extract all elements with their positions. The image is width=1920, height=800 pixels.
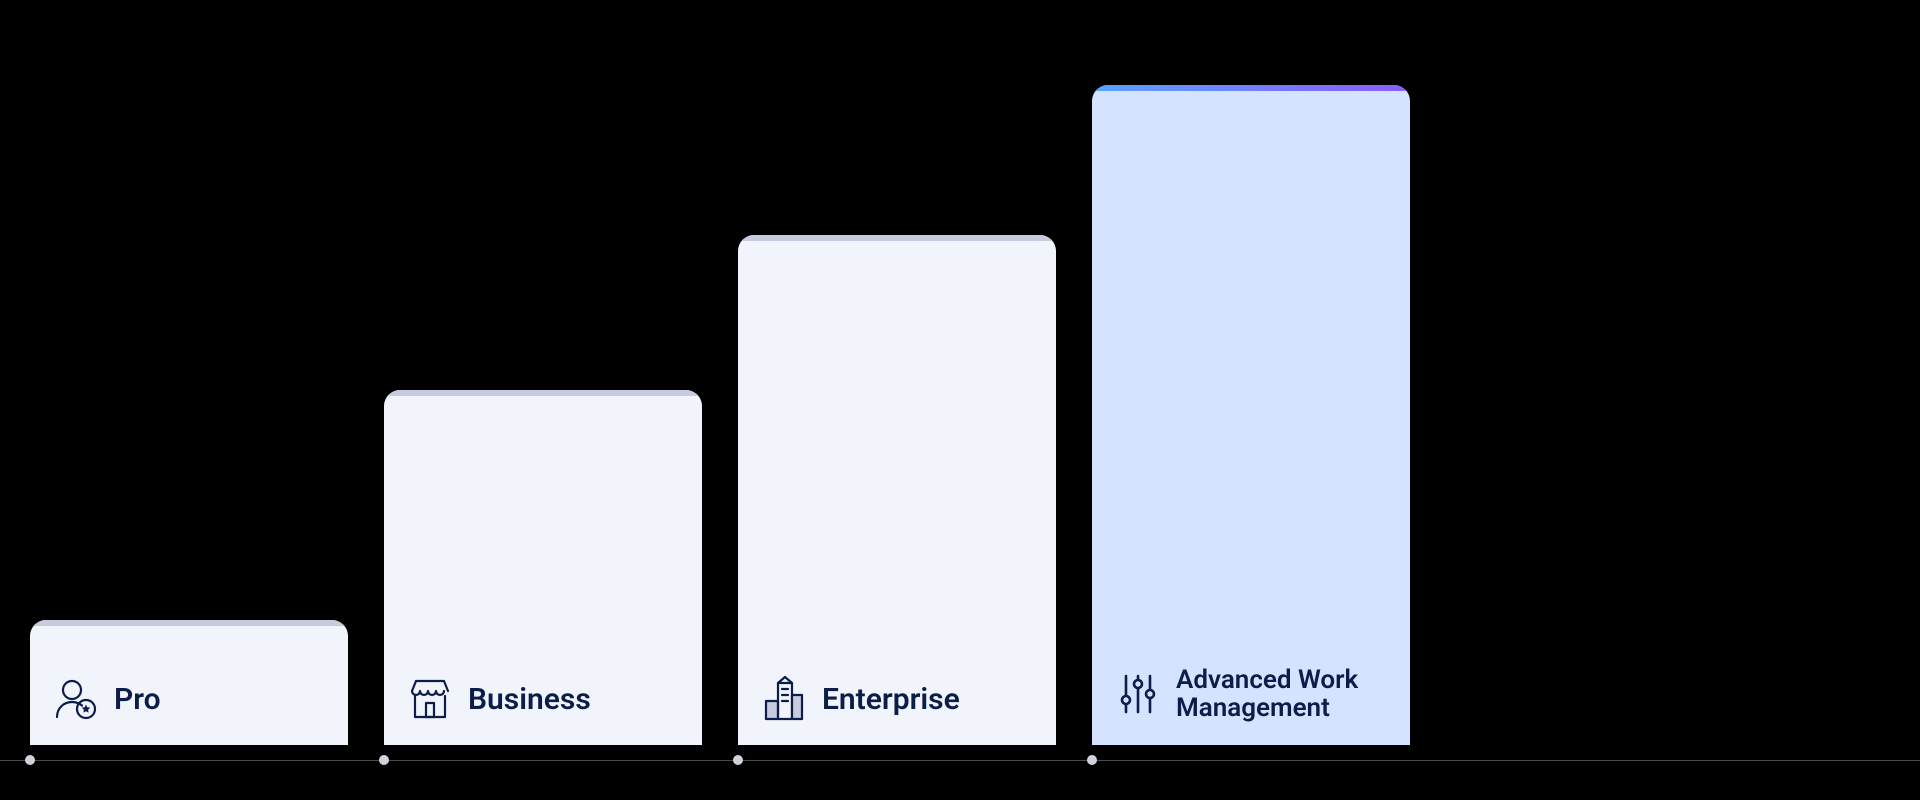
tier-label-line1: Advanced Work [1176, 666, 1358, 695]
baseline-dot [733, 755, 743, 765]
baseline-dot [379, 755, 389, 765]
user-badge-icon [52, 675, 100, 723]
baseline-axis [0, 760, 1920, 761]
tier-label: Business [468, 683, 591, 716]
tier-top-stripe [30, 620, 348, 626]
tier-label-row: Advanced WorkManagement [1114, 666, 1358, 723]
tier-label-row: Enterprise [760, 675, 960, 723]
tier-bar-business: Business [384, 390, 702, 745]
pricing-tier-chart: Pro Business Enterprise Advanced WorkMan… [0, 0, 1920, 800]
tier-label-row: Pro [52, 675, 161, 723]
tier-label-line2: Management [1176, 694, 1358, 723]
baseline-dot [25, 755, 35, 765]
baseline-dot [1087, 755, 1097, 765]
tier-label: Advanced WorkManagement [1176, 666, 1358, 723]
storefront-icon [406, 675, 454, 723]
tier-top-stripe [738, 235, 1056, 241]
tier-label-row: Business [406, 675, 591, 723]
tier-bar-advanced: Advanced WorkManagement [1092, 85, 1410, 745]
tier-bar-enterprise: Enterprise [738, 235, 1056, 745]
buildings-icon [760, 675, 808, 723]
tier-label: Enterprise [822, 683, 960, 716]
tier-top-stripe [1092, 85, 1410, 91]
tier-bar-pro: Pro [30, 620, 348, 745]
sliders-icon [1114, 670, 1162, 718]
tier-label: Pro [114, 683, 161, 716]
tier-top-stripe [384, 390, 702, 396]
